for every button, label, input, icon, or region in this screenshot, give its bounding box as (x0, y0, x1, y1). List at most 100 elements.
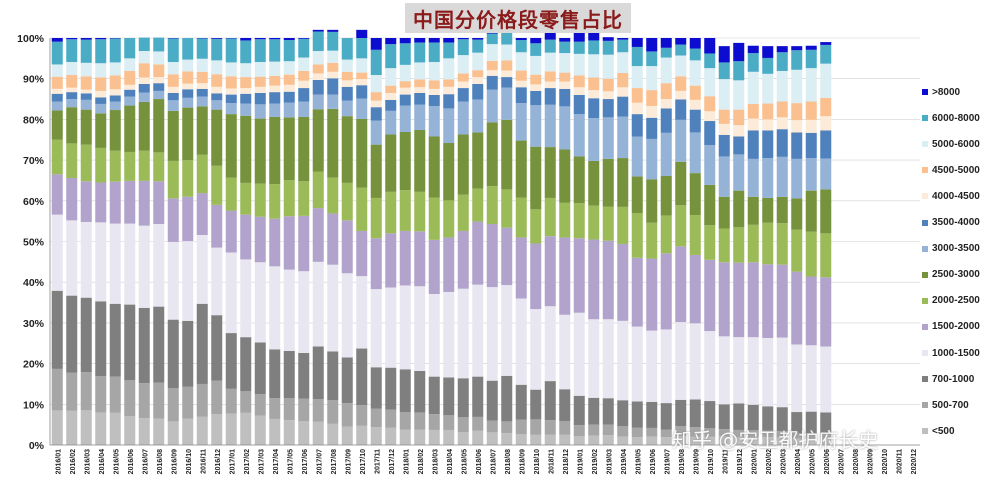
bar-segment (356, 58, 368, 73)
bar-segment (733, 42, 745, 62)
bar-segment (443, 42, 455, 59)
legend-label: 1500-2000 (932, 321, 980, 333)
bar-segment (646, 436, 658, 445)
bar-segment (689, 399, 701, 428)
bar-segment (80, 410, 92, 445)
bar-segment (762, 406, 774, 431)
legend-swatch (922, 115, 928, 122)
bar-segment (704, 401, 716, 429)
bar-segment (341, 220, 353, 274)
bar-segment (762, 264, 774, 338)
x-tick-label: 2016/09 (171, 449, 178, 474)
bar-segment (631, 427, 643, 438)
bar-segment (704, 331, 716, 402)
bar-segment (689, 48, 701, 61)
bar-segment (631, 88, 643, 103)
bar-segment (573, 312, 585, 396)
bar-segment (240, 214, 252, 260)
bar-segment (109, 95, 121, 102)
bar-segment (472, 52, 484, 71)
bar-segment (704, 184, 716, 226)
bar-segment (298, 353, 310, 399)
bar-segment (443, 86, 455, 95)
x-tick-label: 2017/08 (331, 449, 338, 474)
bar-segment (385, 233, 397, 288)
legend-swatch (922, 428, 928, 435)
bar-segment (675, 99, 687, 120)
bar-segment (501, 44, 513, 61)
bar-segment (80, 76, 92, 90)
bar-segment (588, 205, 600, 240)
legend-item: 6000-8000 (922, 112, 980, 124)
bar-segment (153, 418, 165, 445)
bar-segment (646, 66, 658, 91)
y-tick-label: 40% (23, 277, 45, 289)
legend-label: 3500-4000 (932, 217, 980, 228)
bar-segment (95, 182, 107, 223)
bar-segment (428, 414, 440, 430)
bar-segment (530, 389, 542, 420)
bar-segment (182, 89, 194, 98)
y-tick-label: 0% (29, 440, 45, 452)
bar-segment (747, 430, 759, 438)
legend-swatch (922, 350, 928, 356)
bar-segment (225, 88, 237, 95)
bar-segment (472, 70, 484, 78)
bar-segment (211, 247, 223, 316)
bar-segment (182, 83, 194, 90)
bar-segment (602, 37, 614, 41)
bar-segment (428, 136, 440, 198)
y-tick-label: 10% (23, 399, 45, 411)
bar-segment (182, 160, 194, 197)
bar-segment (515, 419, 527, 435)
bar-segment (95, 376, 107, 413)
bar-segment (776, 337, 788, 408)
bar-segment (588, 40, 600, 55)
bar-segment (80, 39, 92, 63)
bar-segment (486, 33, 498, 45)
bar-segment (704, 225, 716, 260)
bar-segment (617, 426, 629, 437)
legend-swatch (922, 323, 928, 330)
bar-segment (312, 261, 324, 347)
bar-segment (820, 233, 832, 278)
bar-segment (805, 438, 817, 445)
bar-segment (515, 40, 527, 53)
bar-segment (486, 432, 498, 445)
bar-segment (660, 429, 672, 438)
bar-segment (791, 271, 803, 345)
x-tick-label: 2017/05 (287, 449, 294, 474)
bar-segment (153, 64, 165, 78)
bar-segment (153, 77, 165, 84)
bar-segment (153, 306, 165, 383)
bar-segment (704, 111, 716, 122)
y-tick-label: 30% (23, 318, 45, 330)
bar-segment (66, 38, 78, 40)
bar-segment (211, 100, 223, 110)
x-tick-label: 2020/01 (751, 449, 758, 474)
bar-segment (457, 378, 469, 418)
bar-segment (167, 86, 179, 93)
bar-segment (559, 38, 571, 42)
bar-segment (356, 85, 368, 99)
x-tick-label: 2016/02 (70, 449, 77, 474)
bar-segment (501, 189, 513, 228)
bar-segment (602, 240, 614, 320)
bar-segment (791, 132, 803, 159)
bar-segment (240, 88, 252, 94)
bar-segment (414, 412, 426, 430)
bar-segment (51, 110, 63, 140)
bar-segment (544, 197, 556, 237)
bar-segment (327, 400, 339, 424)
bar-segment (689, 60, 701, 86)
bar-segment (573, 156, 585, 204)
x-tick-label: 2019/03 (606, 449, 613, 474)
bar-segment (196, 193, 208, 235)
bar-segment (283, 216, 295, 270)
bar-segment (602, 99, 614, 118)
bar-segment (399, 94, 411, 106)
bar-segment (298, 398, 310, 421)
bar-segment (283, 84, 295, 92)
bar-segment (80, 144, 92, 182)
bar-segment (109, 110, 121, 151)
